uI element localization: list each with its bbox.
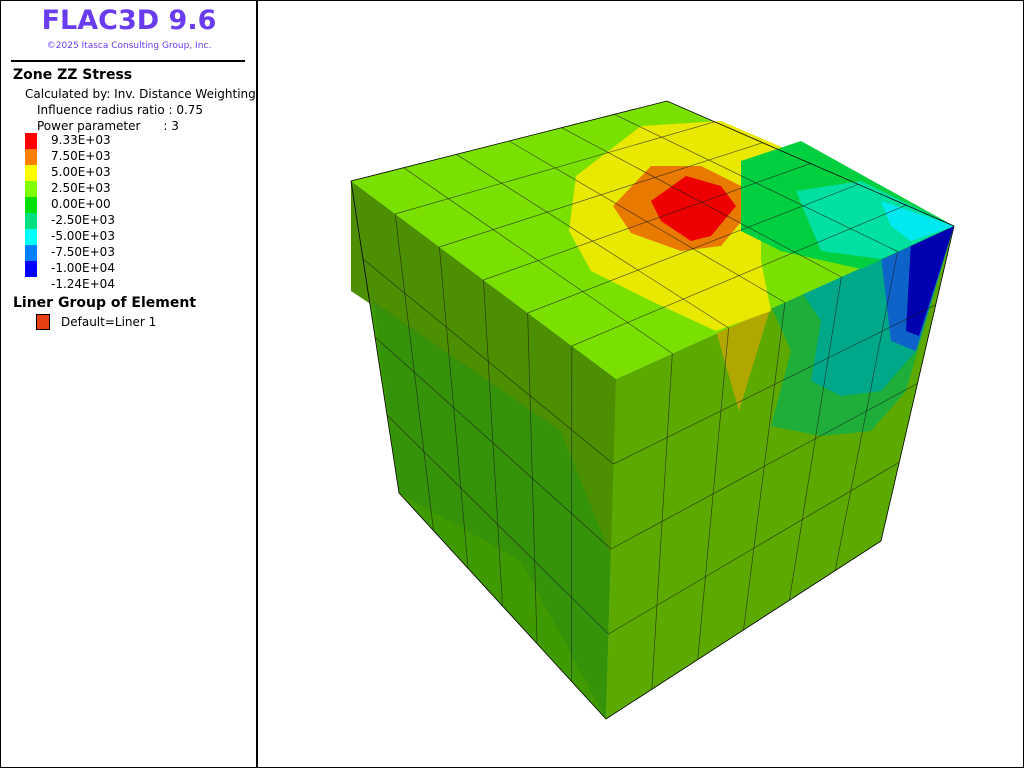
mesh-line [527, 184, 859, 314]
legend-swatch [25, 213, 37, 229]
app-title: FLAC3D 9.6 [41, 5, 217, 36]
contour-band [373, 301, 613, 719]
mesh-line [386, 414, 609, 635]
legend-title: Zone ZZ Stress [13, 67, 133, 83]
legend-swatch [25, 197, 37, 213]
legend-note: Influence radius ratio : 0.75 [37, 103, 204, 117]
contour-band [881, 201, 954, 241]
contour-band [651, 176, 736, 241]
mesh-line [610, 383, 918, 550]
legend-level: 7.50E+03 [51, 149, 111, 163]
legend-swatch [25, 149, 37, 165]
legend-note: Power parameter : 3 [37, 119, 179, 133]
liner-label: Default=Liner 1 [61, 315, 157, 329]
legend-swatch [25, 261, 37, 277]
legend-swatch [25, 165, 37, 181]
model-view [350, 100, 955, 720]
contour-band [716, 306, 771, 411]
legend-level: 2.50E+03 [51, 181, 111, 195]
legend-swatch [25, 229, 37, 245]
legend-swatch [25, 245, 37, 261]
legend-level: 0.00E+00 [51, 197, 111, 211]
legend-level: 5.00E+03 [51, 165, 111, 179]
mesh-line [613, 304, 936, 465]
mesh-line [483, 163, 811, 281]
legend-level: -7.50E+03 [51, 245, 115, 259]
legend-level: -2.50E+03 [51, 213, 115, 227]
liner-swatch [36, 314, 50, 330]
legend-level: -1.24E+04 [51, 277, 115, 291]
legend-level: -1.00E+04 [51, 261, 115, 275]
separator [11, 60, 245, 62]
mesh-line [362, 258, 614, 465]
legend-title: Liner Group of Element [13, 295, 197, 311]
legend-level: 9.33E+03 [51, 133, 111, 147]
legend-swatch [25, 181, 37, 197]
mesh-line [571, 204, 907, 347]
copyright: ©2025 Itasca Consulting Group, Inc. [46, 41, 212, 51]
mesh-line [395, 121, 715, 215]
legend-level: -5.00E+03 [51, 229, 115, 243]
cube-outline [350, 100, 955, 720]
legend-panel: FLAC3D 9.6 ©2025 Itasca Consulting Group… [1, 1, 258, 767]
mesh-line [439, 142, 763, 248]
contour-band [351, 181, 616, 561]
mesh-line [608, 461, 900, 635]
contour-band [906, 226, 954, 336]
legend-note: Calculated by: Inv. Distance Weighting [25, 87, 256, 101]
mesh-line [374, 336, 612, 550]
legend-swatch [25, 133, 37, 149]
mesh-grid [362, 114, 936, 690]
